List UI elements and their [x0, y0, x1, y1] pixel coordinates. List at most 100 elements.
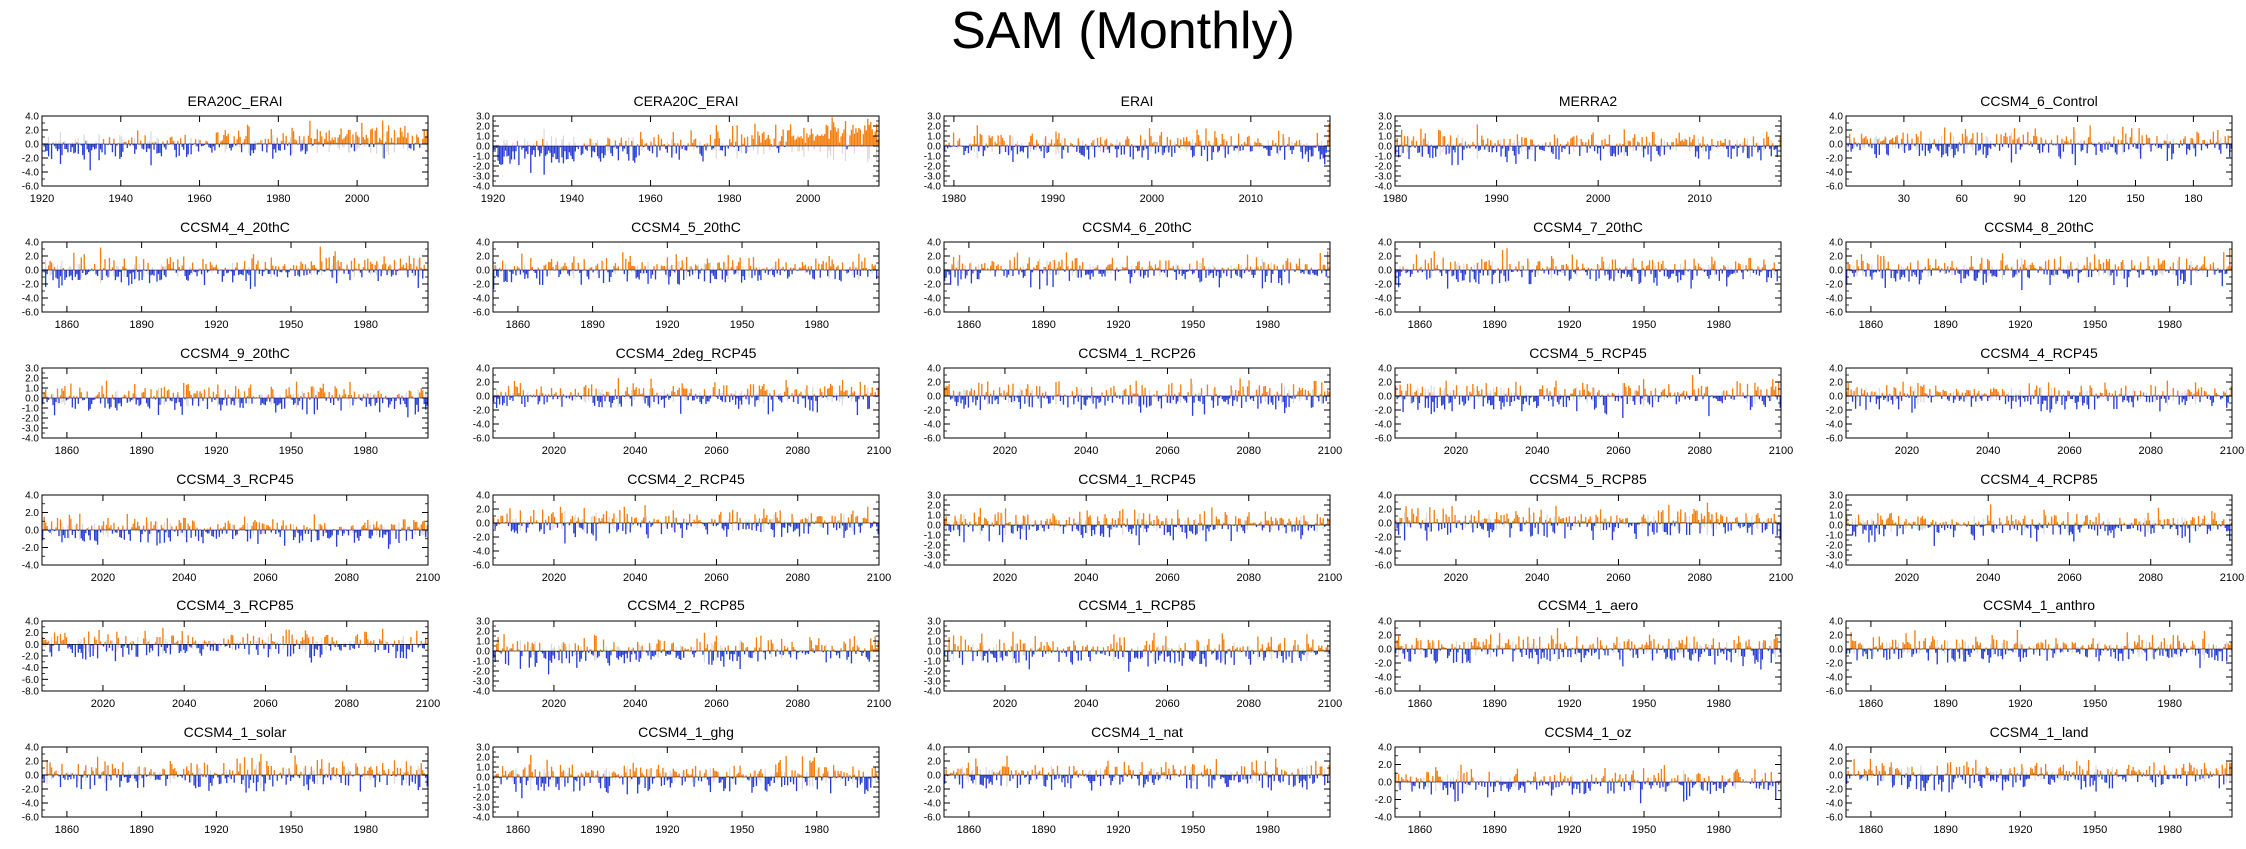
positive-bar — [1273, 144, 1275, 146]
negative-bar — [1626, 270, 1628, 278]
residual-bar — [742, 395, 744, 396]
positive-bar — [868, 268, 870, 270]
negative-bar — [951, 146, 953, 147]
negative-bar — [558, 396, 560, 397]
negative-bar — [1726, 270, 1728, 287]
negative-bar — [211, 398, 213, 402]
residual-bar — [330, 144, 332, 147]
positive-bar — [295, 265, 298, 270]
positive-bar — [166, 140, 169, 144]
negative-bar — [495, 146, 498, 148]
negative-bar — [2123, 270, 2125, 279]
negative-bar — [74, 398, 76, 409]
positive-bar — [62, 142, 65, 144]
negative-bar — [1663, 146, 1666, 155]
residual-bar — [1683, 266, 1685, 270]
positive-bar — [193, 143, 195, 144]
residual-bar — [1328, 146, 1330, 160]
x-tick-label: 2040 — [623, 445, 647, 457]
positive-bar — [2105, 141, 2108, 144]
residual-bar — [261, 394, 263, 398]
residual-bar — [156, 138, 158, 144]
positive-bar — [171, 268, 173, 270]
residual-bar — [518, 396, 520, 398]
residual-bar — [697, 264, 700, 270]
y-tick-label: -3.0 — [22, 424, 40, 435]
negative-bar — [1409, 270, 1412, 277]
y-tick-label: -4.0 — [473, 294, 491, 305]
positive-bar — [718, 262, 720, 270]
negative-bar — [1528, 270, 1530, 285]
residual-bar — [2181, 267, 2183, 270]
negative-bar — [281, 398, 283, 410]
positive-bar — [763, 131, 765, 146]
positive-bar — [1000, 393, 1002, 396]
residual-bar — [318, 144, 320, 146]
positive-bar — [1893, 141, 1895, 144]
negative-bar — [1920, 270, 1922, 280]
negative-bar — [711, 270, 713, 274]
y-tick-label: -1.0 — [473, 152, 491, 163]
positive-bar — [410, 391, 412, 398]
negative-bar — [995, 396, 998, 400]
positive-bar — [1509, 138, 1511, 146]
negative-bar — [98, 270, 100, 271]
negative-bar — [611, 270, 614, 273]
negative-bar — [1206, 146, 1209, 162]
residual-bar — [963, 388, 965, 396]
residual-bar — [341, 144, 344, 147]
negative-bar — [1073, 270, 1075, 272]
residual-bar — [746, 396, 749, 401]
negative-bar — [592, 146, 594, 152]
negative-bar — [1690, 270, 1692, 289]
positive-bar — [245, 136, 247, 144]
residual-bar — [1220, 146, 1222, 148]
negative-bar — [113, 398, 115, 400]
positive-bar — [2044, 139, 2047, 144]
positive-bar — [2022, 264, 2025, 270]
negative-bar — [709, 396, 712, 399]
negative-bar — [1016, 146, 1019, 155]
negative-bar — [2116, 144, 2118, 155]
residual-bar — [217, 267, 219, 270]
negative-bar — [1938, 144, 1940, 152]
negative-bar — [813, 270, 816, 280]
negative-bar — [377, 270, 379, 282]
residual-bar — [1154, 141, 1157, 146]
positive-bar — [525, 395, 527, 396]
residual-bar — [1436, 144, 1438, 146]
negative-bar — [131, 270, 133, 284]
positive-bar — [1764, 264, 1767, 270]
positive-bar — [315, 395, 317, 398]
residual-bar — [371, 270, 373, 274]
residual-bar — [1541, 143, 1544, 146]
residual-bar — [1016, 141, 1018, 146]
negative-bar — [1233, 146, 1235, 151]
positive-bar — [870, 122, 872, 146]
positive-bar — [1766, 131, 1768, 146]
positive-bar — [73, 252, 75, 270]
negative-bar — [668, 270, 670, 285]
positive-bar — [1889, 139, 1891, 144]
residual-bar — [2087, 265, 2090, 270]
residual-bar — [1249, 142, 1252, 146]
negative-bar — [190, 270, 192, 274]
negative-bar — [576, 270, 578, 271]
negative-bar — [1541, 146, 1544, 151]
negative-bar — [946, 146, 949, 149]
positive-bar — [1085, 143, 1087, 146]
negative-bar — [1034, 146, 1036, 148]
positive-bar — [987, 381, 989, 396]
negative-bar — [137, 398, 139, 400]
residual-bar — [632, 137, 634, 146]
residual-bar — [598, 389, 600, 396]
negative-bar — [214, 144, 216, 151]
negative-bar — [1881, 270, 1883, 279]
residual-bar — [622, 142, 624, 146]
y-tick-label: -4.0 — [473, 182, 491, 193]
negative-bar — [1074, 396, 1076, 398]
positive-bar — [994, 141, 996, 146]
negative-bar — [68, 270, 71, 277]
negative-bar — [562, 146, 565, 164]
y-tick-label: 2.0 — [25, 126, 39, 137]
